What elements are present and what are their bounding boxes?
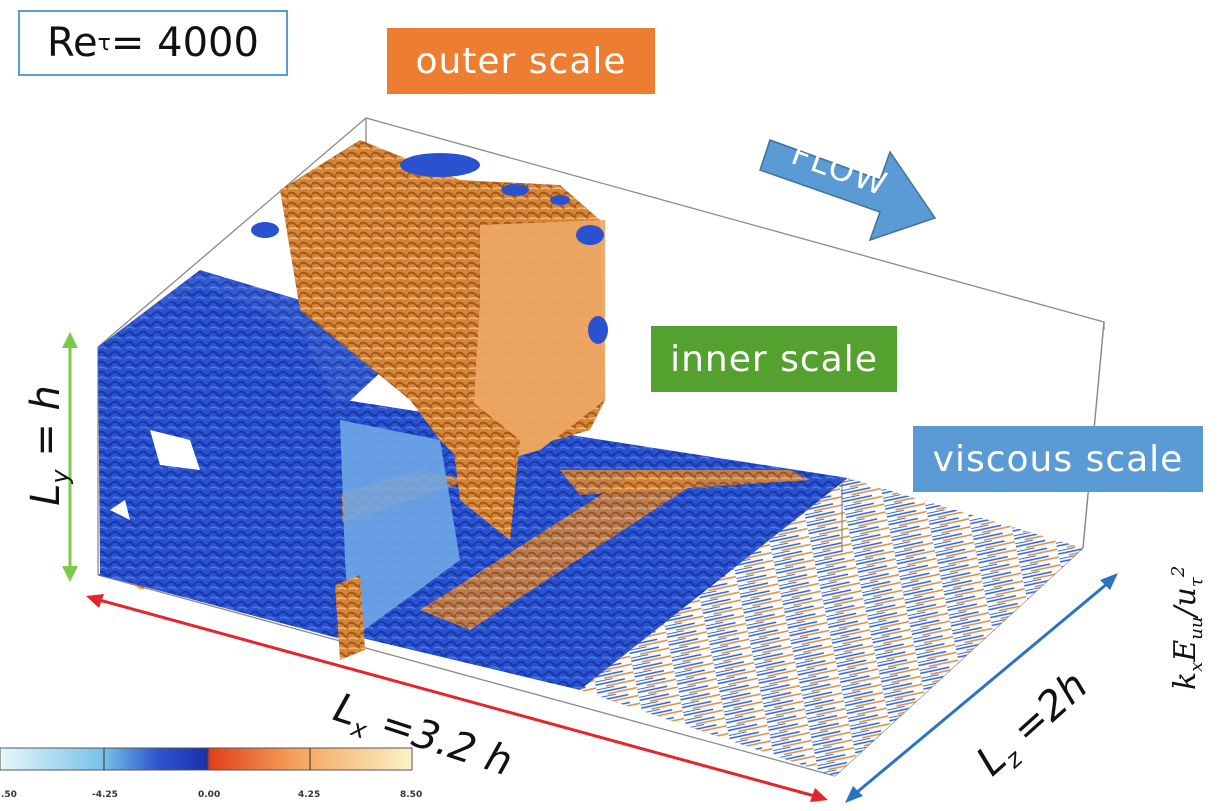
ly-symbol: L xyxy=(23,484,69,506)
colorbar-tick-4: 8.50 xyxy=(400,790,422,800)
cut-axis-e: E xyxy=(1168,640,1203,662)
colorbar xyxy=(0,748,412,770)
colorbar-tick-edge: .50 xyxy=(1,790,17,800)
colorbar-tick-3: 4.25 xyxy=(298,790,320,800)
reynolds-symbol: Re xyxy=(47,20,98,66)
cut-axis-k: k xyxy=(1168,672,1203,690)
viscous-scale-label: viscous scale xyxy=(913,426,1203,492)
colorbar-tick-2: 0.00 xyxy=(198,790,220,800)
cut-axis-u: /u xyxy=(1168,587,1203,616)
cut-axis-exp: 2 xyxy=(1168,566,1189,577)
cut-off-axis-label: kxEuu/uτ2 xyxy=(1168,566,1207,690)
reynolds-value: = 4000 xyxy=(111,20,259,66)
reynolds-subscript: τ xyxy=(98,31,111,56)
colorbar-tick-1: -4.25 xyxy=(92,790,118,800)
ly-value: = h xyxy=(23,385,69,469)
ly-label: Ly = h xyxy=(23,385,74,506)
ly-subscript: y xyxy=(46,469,74,483)
orange-strip-left xyxy=(335,575,365,660)
inner-scale-label: inner scale xyxy=(651,326,897,392)
outer-scale-label: outer scale xyxy=(387,28,655,94)
reynolds-number-box: Re τ = 4000 xyxy=(18,10,288,76)
